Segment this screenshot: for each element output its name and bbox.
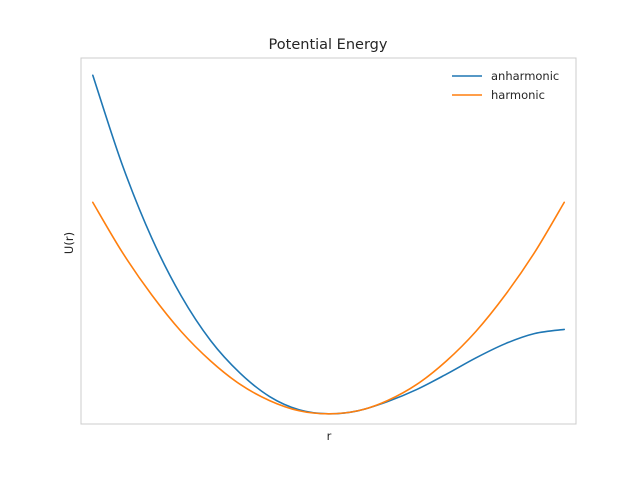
series-layer [91,74,566,415]
y-axis-label: U(r) [62,232,76,254]
chart-title: Potential Energy [269,37,388,53]
plot-frame [80,57,577,425]
legend-label-anharmonic: anharmonic [491,69,559,83]
series-line-harmonic [91,201,566,415]
legend-label-harmonic: harmonic [491,88,545,102]
x-axis-label: r [327,429,332,443]
legend: anharmonic harmonic [452,69,559,102]
